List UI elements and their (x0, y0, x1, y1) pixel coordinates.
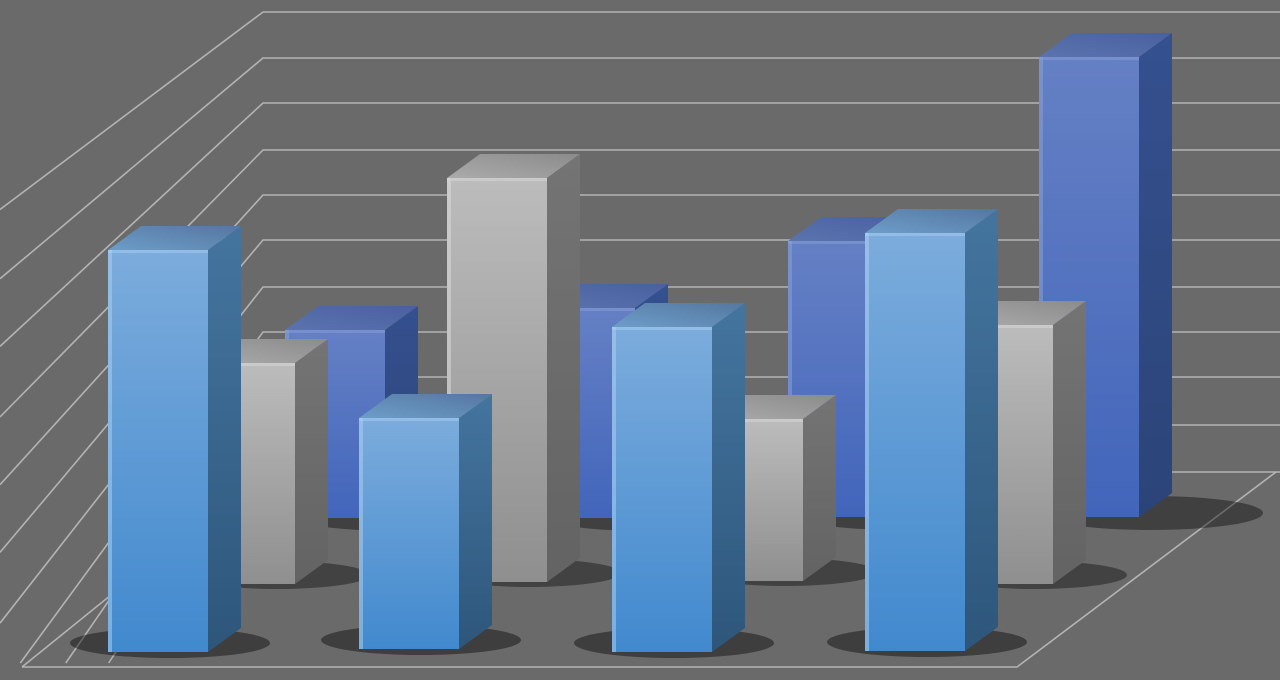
bar-top-face (447, 154, 580, 178)
bar-bevel-left (1039, 57, 1043, 517)
bar-front-face (108, 250, 208, 652)
bars (70, 33, 1263, 658)
bar-bevel-left (865, 233, 869, 651)
bar-bevel-left (359, 418, 363, 649)
bar-bevel-top (953, 325, 1053, 328)
bar-side-face (1139, 33, 1172, 517)
bar-bevel-top (359, 418, 459, 421)
bar-side-face (208, 226, 241, 652)
bar-front-1 (70, 226, 270, 658)
bar-side-face (459, 394, 492, 649)
bar-bevel-top (108, 250, 208, 253)
floor-edge (22, 471, 1277, 668)
bar-side-face (547, 154, 580, 582)
bar-top-face (865, 209, 998, 233)
gridline (0, 57, 1280, 280)
gridline (0, 11, 1280, 211)
bar-bevel-top (703, 419, 803, 422)
bar-front-face (359, 418, 459, 649)
bar-front-2 (321, 394, 521, 655)
bar-side-face (295, 339, 328, 584)
gridline (0, 102, 1280, 347)
bar-front-face (612, 327, 712, 652)
bar-bevel-top (285, 330, 385, 333)
bar-front-face (865, 233, 965, 651)
gridline (0, 149, 1280, 418)
bar-top-face (612, 303, 745, 327)
bar-bevel-top (612, 327, 712, 330)
bar-bevel-left (788, 241, 792, 517)
bar-top-face (285, 306, 418, 330)
bar-side-face (712, 303, 745, 652)
bar-bevel-left (612, 327, 616, 652)
gridline (0, 194, 1280, 486)
bar-bevel-top (447, 178, 547, 181)
bar-bevel-left (447, 178, 451, 582)
bar-bevel-top (1039, 57, 1139, 60)
bar-bevel-left (108, 250, 112, 652)
bar-bevel-top (535, 308, 635, 311)
bar-bevel-top (195, 363, 295, 366)
bar-top-face (108, 226, 241, 250)
bar-bevel-top (788, 241, 888, 244)
bar-side-face (965, 209, 998, 651)
bar-top-face (1039, 33, 1172, 57)
bar-bevel-top (865, 233, 965, 236)
bar-side-face (803, 395, 836, 581)
bar-front-3 (574, 303, 774, 658)
bar-top-face (359, 394, 492, 418)
bar-front-4 (827, 209, 1027, 657)
bar-side-face (1053, 301, 1086, 584)
